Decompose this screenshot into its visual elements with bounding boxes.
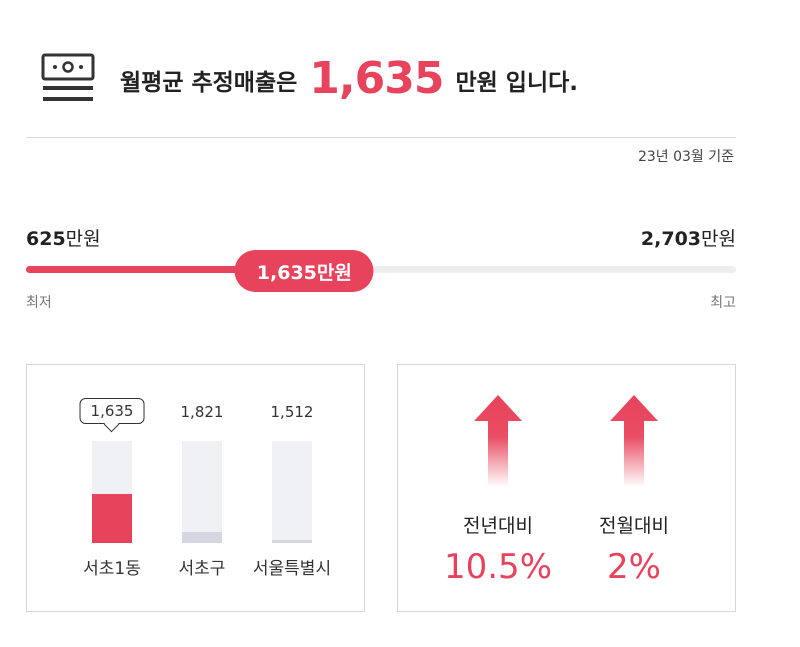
- range-track-fill: [26, 266, 305, 273]
- range-max-value: 2,703: [640, 228, 702, 250]
- arrow-up-icon: [474, 395, 522, 487]
- arrow-up-icon: [610, 395, 658, 487]
- range-high-label: 최고: [710, 295, 736, 311]
- mom-value: 2%: [607, 547, 661, 587]
- range-low-label: 최저: [26, 295, 52, 311]
- region-comparison-card: 1,635 서초1동 1,821 서초구 1,512 서울특별시: [26, 364, 365, 612]
- yoy-value: 10.5%: [443, 547, 552, 587]
- bar-fill: [272, 539, 312, 543]
- range-min-unit: 만원: [65, 228, 101, 250]
- range-min: 625만원: [26, 224, 101, 251]
- bar-value: 1,821: [180, 403, 224, 421]
- bar-track: [182, 441, 222, 543]
- bar-label: 서초구: [178, 559, 226, 579]
- bar-track: [92, 441, 132, 543]
- average-sales-headline: 월평균 추정매출은 1,635 만원 입니다.: [120, 52, 579, 106]
- range-max-unit: 만원: [701, 228, 736, 250]
- bar-column: 1,512 서울특별시: [242, 365, 342, 611]
- current-value-pill: 1,635만원: [234, 250, 374, 292]
- bar-label: 서울특별시: [252, 559, 332, 579]
- range-track: [26, 266, 736, 273]
- range-min-value: 625: [26, 228, 66, 250]
- money-icon: [41, 53, 95, 101]
- bar-track: [272, 441, 312, 543]
- average-sales-amount: 1,635: [309, 52, 444, 104]
- basis-date: 23년 03월 기준: [637, 149, 734, 165]
- bar-column: 1,821 서초구: [152, 365, 252, 611]
- mom-label: 전월대비: [599, 515, 669, 537]
- growth-card: 전년대비 10.5% 전월대비 2%: [397, 364, 736, 612]
- range-max: 2,703만원: [641, 224, 736, 251]
- divider: [26, 137, 736, 138]
- yoy-label: 전년대비: [463, 515, 533, 537]
- bar-fill: [182, 531, 222, 543]
- headline-prefix: 월평균 추정매출은: [120, 70, 298, 96]
- bar-label: 서초1동: [83, 559, 141, 579]
- bar-column: 1,635 서초1동: [62, 365, 162, 611]
- bar-value-bubble: 1,635: [79, 398, 145, 424]
- bar-value: 1,512: [270, 403, 314, 421]
- headline-suffix: 만원 입니다.: [455, 70, 579, 96]
- bar-fill: [92, 494, 132, 543]
